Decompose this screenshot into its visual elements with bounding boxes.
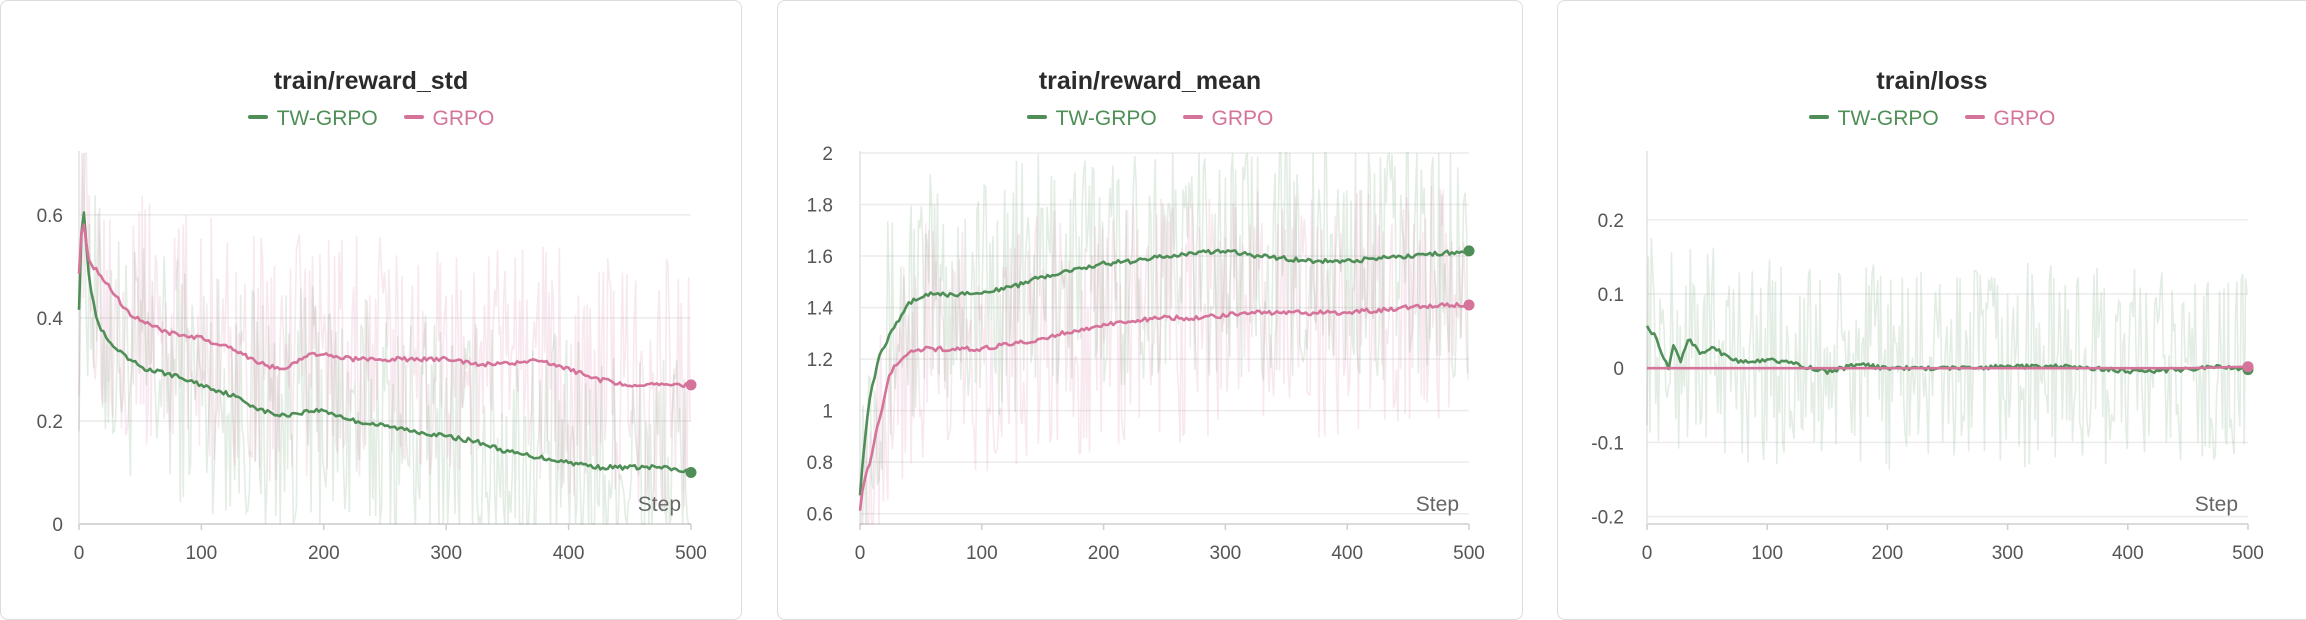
chart-title: train/reward_std: [273, 67, 469, 95]
chart-legend: TW-GRPO GRPO: [1, 107, 741, 131]
legend-item-tw-grpo[interactable]: TW-GRPO: [247, 107, 378, 131]
legend-item-tw-grpo[interactable]: TW-GRPO: [1808, 107, 1939, 131]
x-tick-label: 100: [966, 543, 998, 564]
x-tick-label: 100: [1751, 543, 1783, 564]
x-tick-label: 200: [308, 543, 340, 564]
x-tick-label: 400: [2112, 543, 2144, 564]
y-tick-label: 0.6: [37, 206, 63, 227]
legend-label: GRPO: [1211, 107, 1274, 130]
raw-trace-tw-grpo: [78, 152, 690, 526]
chart-panel-loss: train/loss TW-GRPO GRPO -0.2 -0.1 0 0.1 0.2 0…: [1557, 0, 2306, 620]
legend-label: TW-GRPO: [1837, 107, 1939, 130]
series-end-point-grpo: [1463, 299, 1475, 311]
series-end-point-tw-grpo: [685, 466, 697, 478]
series-line-tw-grpo: [77, 211, 692, 474]
y-tick-label: 2: [822, 144, 833, 165]
series-end-point-grpo: [685, 379, 697, 391]
legend-label: TW-GRPO: [276, 107, 378, 130]
y-tick-label: 1: [822, 402, 833, 423]
chart-plot-area[interactable]: 0.6 0.8 1 1.2 1.4 1.6 1.8 2 0 100 200 300 400 500 Step: [778, 1, 1524, 599]
y-tick-label: 0.8: [807, 453, 833, 474]
chart-title: train/reward_mean: [1038, 67, 1262, 95]
raw-trace-tw-grpo: [1646, 237, 2248, 470]
x-tick-label: 0: [1642, 543, 1653, 564]
raw-trace-grpo: [860, 185, 1469, 525]
x-tick-label: 0: [855, 543, 866, 564]
x-tick-label: 500: [675, 543, 707, 564]
legend-item-grpo[interactable]: GRPO: [403, 107, 495, 131]
x-axis-label: Step: [1416, 493, 1459, 516]
series-end-point-grpo: [2242, 361, 2254, 373]
y-tick-label: 0: [1613, 359, 1624, 380]
series-end-point-tw-grpo: [1463, 245, 1475, 257]
x-tick-label: 400: [553, 543, 585, 564]
x-tick-label: 100: [186, 543, 218, 564]
x-tick-label: 500: [1453, 543, 1485, 564]
y-tick-label: 0.6: [807, 505, 833, 526]
y-tick-label: 0: [52, 515, 63, 536]
chart-panel-reward-mean: train/reward_mean TW-GRPO GRPO 0.6 0.8 1 1.…: [777, 0, 1523, 620]
y-tick-label: 0.2: [1598, 211, 1624, 232]
legend-item-grpo[interactable]: GRPO: [1182, 107, 1274, 131]
x-tick-label: 500: [2232, 543, 2264, 564]
chart-legend: TW-GRPO GRPO: [778, 107, 1522, 131]
y-tick-label: 0.2: [37, 412, 63, 433]
x-tick-label: 0: [74, 543, 85, 564]
chart-title: train/loss: [1876, 67, 1988, 95]
y-tick-label: 0.1: [1598, 285, 1624, 306]
y-tick-label: 1.4: [807, 299, 834, 320]
x-tick-label: 300: [1992, 543, 2024, 564]
x-axis-label: Step: [638, 493, 681, 516]
legend-label: GRPO: [1993, 107, 2056, 130]
series-line-tw-grpo: [858, 248, 1470, 496]
x-tick-label: 300: [1210, 543, 1242, 564]
y-tick-label: 1.6: [807, 247, 833, 268]
y-tick-label: 1.8: [807, 196, 833, 217]
series-line-grpo: [858, 302, 1470, 511]
y-tick-label: -0.1: [1591, 433, 1624, 454]
chart-legend: TW-GRPO GRPO: [1558, 107, 2306, 131]
x-tick-label: 200: [1088, 543, 1120, 564]
y-tick-label: 0.4: [37, 309, 64, 330]
chart-plot-area[interactable]: 0 0.2 0.4 0.6 0 100 200 300 400 500 Step: [1, 1, 743, 599]
x-tick-label: 200: [1872, 543, 1904, 564]
chart-plot-area[interactable]: -0.2 -0.1 0 0.1 0.2 0 100 200 300 400 500 Step: [1558, 1, 2306, 599]
chart-panel-reward-std: train/reward_std TW-GRPO GRPO 0 0.2 0.4 0.6…: [0, 0, 742, 620]
raw-trace-tw-grpo: [860, 152, 1469, 525]
x-tick-label: 300: [430, 543, 462, 564]
x-tick-label: 400: [1331, 543, 1363, 564]
y-tick-label: -0.2: [1591, 508, 1624, 529]
series-line-grpo: [1647, 365, 2249, 370]
series-line-grpo: [77, 223, 692, 389]
x-axis-label: Step: [2195, 493, 2238, 516]
y-tick-label: 1.2: [807, 350, 833, 371]
legend-item-grpo[interactable]: GRPO: [1964, 107, 2056, 131]
legend-label: TW-GRPO: [1055, 107, 1157, 130]
legend-label: GRPO: [432, 107, 495, 130]
legend-item-tw-grpo[interactable]: TW-GRPO: [1026, 107, 1157, 131]
